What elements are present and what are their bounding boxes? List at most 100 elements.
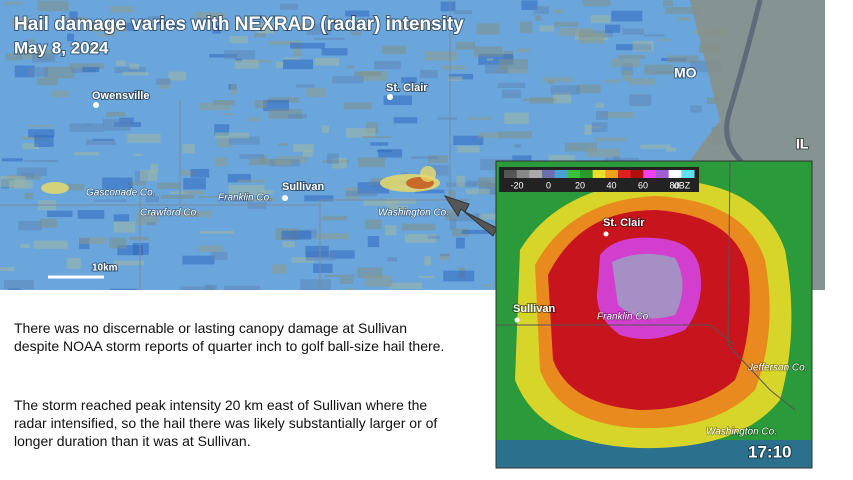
texture-patch bbox=[665, 7, 698, 15]
colorbar-swatch bbox=[643, 170, 657, 178]
texture-patch bbox=[666, 147, 677, 152]
colorbar-swatch bbox=[681, 170, 695, 178]
texture-patch bbox=[5, 53, 23, 61]
paragraph: There was no discernable or lasting cano… bbox=[14, 320, 445, 354]
texture-patch bbox=[427, 165, 449, 176]
texture-patch bbox=[504, 112, 529, 125]
county-label: Franklin Co. bbox=[218, 193, 272, 204]
texture-patch bbox=[278, 143, 289, 147]
texture-patch bbox=[28, 129, 55, 138]
texture-patch bbox=[596, 110, 609, 120]
texture-patch bbox=[288, 114, 308, 119]
texture-patch bbox=[210, 252, 228, 260]
colorbar-swatch bbox=[618, 170, 632, 178]
texture-patch bbox=[480, 284, 494, 287]
texture-patch bbox=[199, 103, 231, 111]
swath bbox=[420, 166, 436, 182]
texture-patch bbox=[690, 105, 702, 113]
texture-patch bbox=[455, 41, 476, 50]
texture-patch bbox=[296, 23, 312, 29]
texture-patch bbox=[519, 21, 533, 33]
texture-patch bbox=[486, 58, 494, 61]
texture-patch bbox=[357, 157, 386, 168]
texture-patch bbox=[16, 167, 48, 176]
texture-patch bbox=[386, 205, 408, 211]
texture-patch bbox=[321, 125, 329, 134]
texture-patch bbox=[586, 148, 620, 158]
texture-patch bbox=[550, 85, 580, 95]
texture-patch bbox=[370, 142, 389, 146]
scale-label: 10km bbox=[92, 263, 118, 274]
texture-patch bbox=[272, 264, 287, 274]
texture-patch bbox=[97, 33, 116, 37]
texture-patch bbox=[404, 234, 437, 243]
texture-patch bbox=[629, 78, 656, 85]
texture-patch bbox=[248, 117, 260, 122]
texture-patch bbox=[594, 137, 627, 142]
texture-patch bbox=[150, 163, 159, 174]
texture-patch bbox=[113, 221, 136, 233]
texture-patch bbox=[94, 199, 127, 202]
radar-county-label: Franklin Co. bbox=[597, 312, 651, 323]
texture-patch bbox=[83, 123, 92, 126]
texture-patch bbox=[466, 117, 492, 120]
texture-patch bbox=[533, 6, 550, 14]
texture-patch bbox=[667, 55, 699, 63]
texture-patch bbox=[428, 155, 448, 163]
texture-patch bbox=[382, 45, 407, 54]
texture-patch bbox=[21, 136, 45, 140]
texture-patch bbox=[248, 158, 280, 166]
texture-patch bbox=[632, 40, 654, 52]
texture-patch bbox=[415, 189, 445, 194]
texture-patch bbox=[449, 219, 457, 230]
texture-patch bbox=[373, 61, 401, 70]
texture-patch bbox=[132, 242, 149, 255]
texture-patch bbox=[584, 124, 592, 135]
texture-patch bbox=[357, 267, 383, 278]
texture-patch bbox=[443, 270, 475, 282]
texture-patch bbox=[327, 153, 339, 164]
texture-patch bbox=[449, 213, 482, 222]
place-dot bbox=[282, 195, 288, 201]
texture-patch bbox=[34, 135, 54, 147]
texture-patch bbox=[178, 211, 212, 218]
date: May 8, 2024 bbox=[14, 38, 109, 57]
texture-patch bbox=[11, 18, 30, 28]
texture-patch bbox=[590, 15, 610, 23]
texture-patch bbox=[437, 117, 457, 120]
texture-patch bbox=[305, 245, 329, 258]
texture-patch bbox=[364, 219, 382, 230]
texture-patch bbox=[213, 99, 235, 105]
texture-patch bbox=[453, 10, 473, 15]
texture-patch bbox=[168, 71, 187, 81]
texture-patch bbox=[345, 190, 378, 197]
texture-patch bbox=[553, 92, 572, 104]
texture-patch bbox=[478, 132, 500, 138]
texture-patch bbox=[110, 288, 138, 290]
texture-patch bbox=[564, 142, 597, 152]
texture-patch bbox=[346, 288, 355, 290]
texture-patch bbox=[183, 190, 205, 195]
place-dot bbox=[603, 231, 609, 237]
texture-patch bbox=[502, 89, 521, 99]
texture-patch bbox=[275, 160, 292, 166]
texture-patch bbox=[535, 15, 542, 21]
texture-patch bbox=[26, 67, 49, 77]
texture-patch bbox=[44, 66, 75, 79]
colorbar-swatch bbox=[605, 170, 619, 178]
texture-patch bbox=[129, 63, 140, 69]
swath bbox=[41, 182, 69, 194]
texture-patch bbox=[313, 37, 345, 40]
texture-patch bbox=[600, 112, 634, 118]
texture-patch bbox=[214, 124, 230, 136]
texture-patch bbox=[234, 60, 259, 69]
texture-patch bbox=[227, 174, 251, 183]
texture-patch bbox=[617, 55, 646, 59]
texture-patch bbox=[622, 70, 633, 81]
texture-patch bbox=[424, 256, 431, 266]
texture-patch bbox=[263, 99, 290, 112]
texture-patch bbox=[47, 210, 73, 218]
texture-patch bbox=[304, 195, 334, 202]
texture-patch bbox=[28, 124, 53, 127]
texture-patch bbox=[293, 144, 314, 152]
